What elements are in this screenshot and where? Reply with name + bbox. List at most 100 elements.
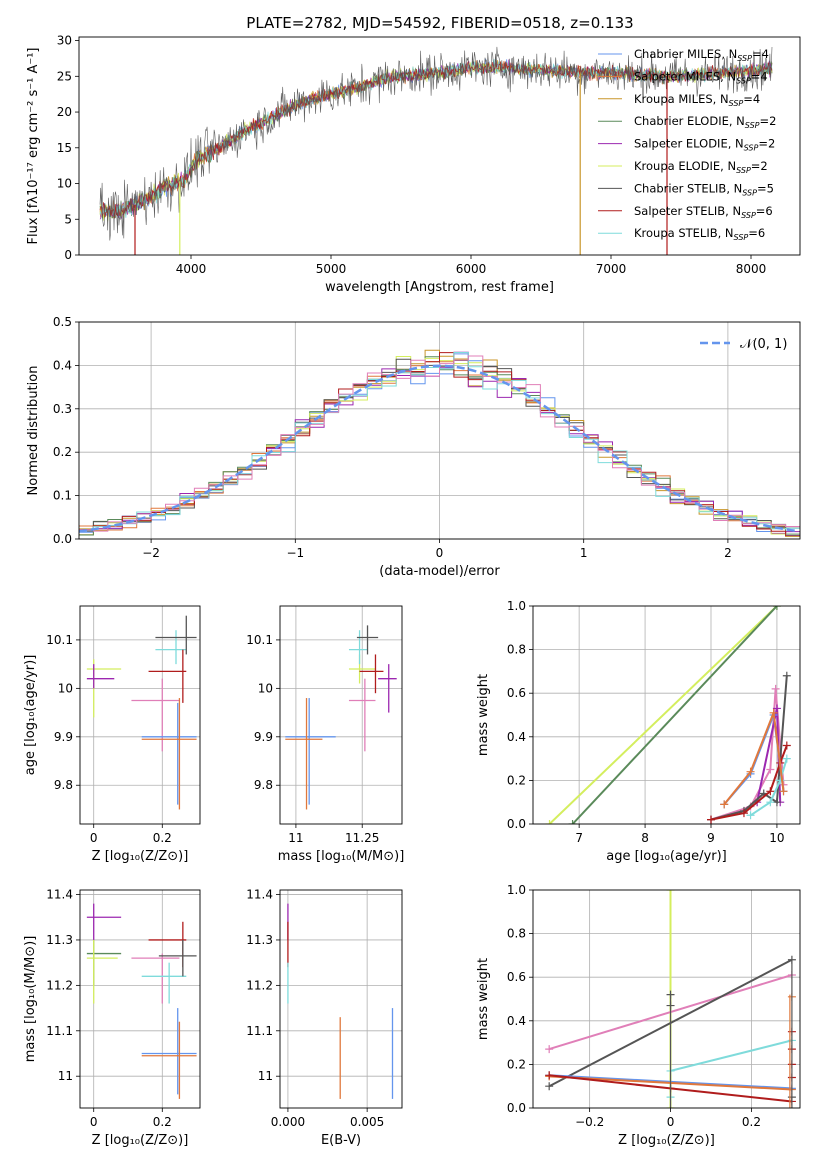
y-tick-label: 1.0	[507, 599, 526, 613]
legend-label-prefix: Salpeter STELIB, N	[634, 204, 741, 218]
weight-marker	[772, 704, 781, 713]
x-tick-label: −2	[142, 546, 160, 560]
y-tick-label: 11.2	[246, 978, 273, 992]
errorbar-point	[155, 615, 197, 655]
errorbar-point	[86, 664, 115, 689]
y-tick-label: 10	[57, 177, 72, 191]
y-tick-label: 0.6	[507, 686, 526, 700]
x-tick-label: 5000	[316, 262, 347, 276]
plot-area	[86, 903, 197, 1099]
legend-label-prefix: Kroupa STELIB, N	[634, 226, 734, 240]
legend-label-suffix: =4	[743, 92, 760, 106]
x-tick-label: 0	[90, 1115, 98, 1129]
y-tick-label: 0.1	[53, 489, 72, 503]
y-tick-label: 11.1	[246, 1024, 273, 1038]
legend-label-suffix: =2	[751, 159, 768, 173]
plot-area	[545, 606, 791, 824]
y-tick-label: 9.9	[54, 730, 73, 744]
x-tick-label: 0.000	[271, 1115, 305, 1129]
y-tick-label: 9.9	[254, 730, 273, 744]
x-tick-label: 0.005	[350, 1115, 384, 1129]
weight-marker	[782, 671, 791, 680]
legend-subscript: SSP	[734, 233, 749, 242]
panel-weight_vs_Z: −0.2 0 0.2 0.0 0.2 0.4 0.6 0.8 1.0 Z [log₁₀(Z/Z⊙)…	[476, 883, 801, 1148]
figure-title: PLATE=2782, MJD=54592, FIBERID=0518, z=0…	[246, 14, 633, 32]
legend-label-suffix: =4	[752, 47, 769, 61]
legend-subscript: SSP	[736, 166, 751, 175]
y-tick-label: 11	[258, 1069, 273, 1083]
legend-label: Chabrier STELIB, NSSP=5	[634, 181, 774, 197]
x-axis-label: mass [log₁₀(M/M⊙)]	[278, 849, 405, 864]
axes-frame	[532, 605, 801, 825]
x-axis-label: Z [log₁₀(Z/Z⊙)]	[618, 1133, 715, 1148]
plot-area	[287, 903, 394, 1099]
errorbar-point	[86, 939, 118, 1004]
weight-line-krou_stelib	[670, 1039, 793, 1072]
normal-reference-curve	[79, 364, 798, 533]
weight-marker	[766, 787, 775, 796]
legend-subscript: SSP	[741, 211, 756, 220]
errorbar-point	[378, 664, 397, 713]
x-axis-label: (data-model)/error	[379, 564, 500, 579]
legend-label-prefix: Chabrier ELODIE, N	[634, 114, 745, 128]
weight-marker	[720, 800, 729, 809]
weight-marker	[739, 809, 748, 818]
y-axis-label: mass weight	[476, 674, 491, 756]
y-tick-label: 1.0	[507, 883, 526, 897]
y-tick-label: 9.8	[254, 778, 273, 792]
y-tick-label: 15	[57, 141, 72, 155]
weight-marker	[782, 754, 791, 763]
y-tick-label: 11.1	[46, 1024, 73, 1038]
errorbar-point	[285, 698, 323, 810]
weight-marker	[545, 820, 554, 824]
y-axis-label: mass [log₁₀(M/M⊙)]	[23, 936, 38, 1063]
plot-area	[545, 890, 796, 1108]
x-tick-label: 9	[707, 831, 715, 845]
y-tick-label: 5	[64, 212, 72, 226]
axes-frame	[79, 889, 201, 1109]
legend-label-prefix: Salpeter ELODIE, N	[634, 137, 744, 151]
axes-frame	[532, 889, 801, 1109]
y-tick-label: 11.2	[46, 978, 73, 992]
legend-label-suffix: =2	[760, 114, 777, 128]
y-axis-label: Flux [fλ10⁻¹⁷ erg cm⁻² s⁻¹ A⁻¹]	[26, 48, 41, 245]
y-tick-label: 20	[57, 105, 72, 119]
y-tick-label: 0.0	[507, 1101, 526, 1115]
legend-label: 𝒩(0, 1)	[740, 337, 787, 352]
y-tick-label: 0.2	[53, 445, 72, 459]
legend-label-suffix: =2	[758, 137, 775, 151]
y-tick-label: 10.1	[246, 633, 273, 647]
legend-label-prefix: Chabrier MILES, N	[634, 47, 737, 61]
legend-label: Kroupa STELIB, NSSP=6	[634, 226, 765, 242]
y-tick-label: 9.8	[54, 778, 73, 792]
x-tick-label: −0.2	[575, 1115, 604, 1129]
x-tick-label: 10	[769, 831, 784, 845]
x-tick-label: 7	[575, 831, 583, 845]
x-tick-label: 11.25	[345, 831, 379, 845]
y-tick-label: 30	[57, 34, 72, 48]
y-tick-label: 0.0	[507, 817, 526, 831]
x-axis-label: Z [log₁₀(Z/Z⊙)]	[92, 1133, 189, 1148]
y-tick-label: 0.0	[53, 532, 72, 546]
x-tick-label: 6000	[456, 262, 487, 276]
errorbar-point	[155, 630, 187, 665]
panel-spectrum: 4000 5000 6000 7000 8000 0 5 10 15 20 25 30 waveleng…	[26, 34, 801, 295]
errorbar-point	[141, 1021, 197, 1099]
x-tick-label: 0	[667, 1115, 675, 1129]
x-tick-label: 7000	[596, 262, 627, 276]
x-tick-label: 0	[90, 831, 98, 845]
x-tick-label: 0.2	[742, 1115, 761, 1129]
legend-label-suffix: =5	[757, 181, 774, 195]
y-tick-label: 25	[57, 69, 72, 83]
legend: 𝒩(0, 1)	[700, 337, 787, 352]
legend-label-suffix: =6	[748, 226, 765, 240]
x-tick-label: 1	[580, 546, 588, 560]
weight-marker	[545, 1045, 554, 1054]
histogram-pink	[79, 355, 800, 532]
errorbar-point	[359, 654, 384, 694]
x-axis-label: wavelength [Angstrom, rest frame]	[325, 280, 554, 295]
legend-label-suffix: =4	[751, 69, 768, 83]
y-tick-label: 11	[58, 1069, 73, 1083]
x-tick-label: 0.2	[153, 831, 172, 845]
